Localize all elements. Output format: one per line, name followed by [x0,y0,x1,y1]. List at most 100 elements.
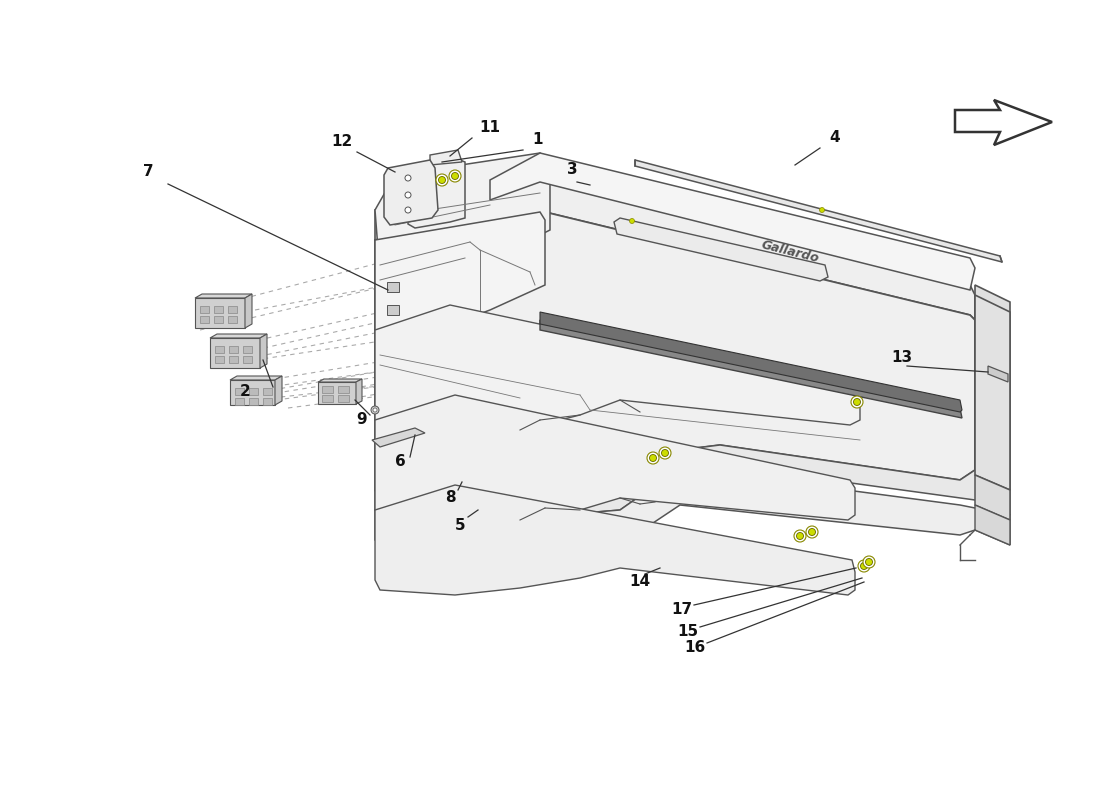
Bar [322,386,333,393]
Polygon shape [375,468,1010,555]
Polygon shape [195,294,252,298]
Bar [214,316,223,323]
Bar [235,398,244,405]
Text: 16: 16 [684,641,705,655]
Polygon shape [988,366,1008,382]
Polygon shape [375,212,544,340]
Circle shape [629,218,635,223]
Polygon shape [375,182,975,320]
Text: 5: 5 [454,518,465,533]
Circle shape [820,207,825,213]
Circle shape [866,558,872,566]
Bar [214,306,223,313]
Circle shape [808,529,815,535]
Circle shape [661,450,669,457]
Polygon shape [975,295,1010,490]
Polygon shape [356,379,362,404]
Polygon shape [318,382,356,404]
Polygon shape [375,445,1010,525]
Bar [387,305,399,315]
Polygon shape [490,153,975,290]
Text: 13: 13 [891,350,913,366]
Polygon shape [375,153,550,285]
Polygon shape [375,485,855,595]
Bar [228,306,236,313]
Circle shape [659,447,671,459]
Circle shape [794,530,806,542]
Polygon shape [230,376,282,380]
Polygon shape [540,320,962,418]
Text: 3: 3 [566,162,578,178]
Polygon shape [375,395,855,525]
Bar [243,356,252,363]
Polygon shape [210,334,267,338]
Circle shape [373,408,377,412]
Text: 2: 2 [240,385,251,399]
Bar [243,346,252,353]
Polygon shape [955,100,1052,145]
Bar [235,388,244,395]
Bar [214,356,224,363]
Text: 11: 11 [480,121,501,135]
Circle shape [451,173,459,179]
Polygon shape [230,380,275,405]
Circle shape [806,526,818,538]
Polygon shape [408,158,465,228]
Bar [322,395,333,402]
Text: 9: 9 [356,413,367,427]
Polygon shape [245,294,252,328]
Bar [200,306,209,313]
Text: Gallardo: Gallardo [760,238,821,266]
Text: 15: 15 [678,625,698,639]
Text: 12: 12 [331,134,353,150]
Circle shape [851,396,864,408]
Bar [338,386,349,393]
Circle shape [439,177,446,183]
Polygon shape [384,160,438,225]
Text: 6: 6 [395,454,406,470]
Polygon shape [375,212,975,505]
Text: 1: 1 [532,133,543,147]
Polygon shape [375,305,860,435]
Circle shape [405,192,411,198]
Circle shape [796,533,803,539]
Polygon shape [210,338,260,368]
Circle shape [405,207,411,213]
Circle shape [858,560,870,572]
Polygon shape [975,475,1010,520]
Polygon shape [635,160,1002,262]
Circle shape [371,406,380,414]
Circle shape [860,562,868,570]
Text: 8: 8 [444,490,455,506]
Polygon shape [372,428,425,447]
Circle shape [647,452,659,464]
Circle shape [436,174,448,186]
Polygon shape [614,218,828,281]
Bar [249,388,258,395]
Bar [387,282,399,292]
Circle shape [864,556,874,568]
Bar [200,316,209,323]
Polygon shape [195,298,245,328]
Polygon shape [318,379,362,382]
Polygon shape [275,376,282,405]
Circle shape [854,398,860,406]
Bar [229,356,238,363]
Polygon shape [260,334,267,368]
Text: 14: 14 [629,574,650,590]
Polygon shape [975,505,1010,545]
Bar [263,398,272,405]
Text: 7: 7 [143,165,153,179]
Circle shape [649,454,657,462]
Bar [263,388,272,395]
Bar [228,316,236,323]
Text: 4: 4 [829,130,840,146]
Circle shape [449,170,461,182]
Bar [338,395,349,402]
Polygon shape [430,150,462,165]
Polygon shape [540,312,962,412]
Bar [249,398,258,405]
Polygon shape [975,285,1010,490]
Bar [229,346,238,353]
Bar [214,346,224,353]
